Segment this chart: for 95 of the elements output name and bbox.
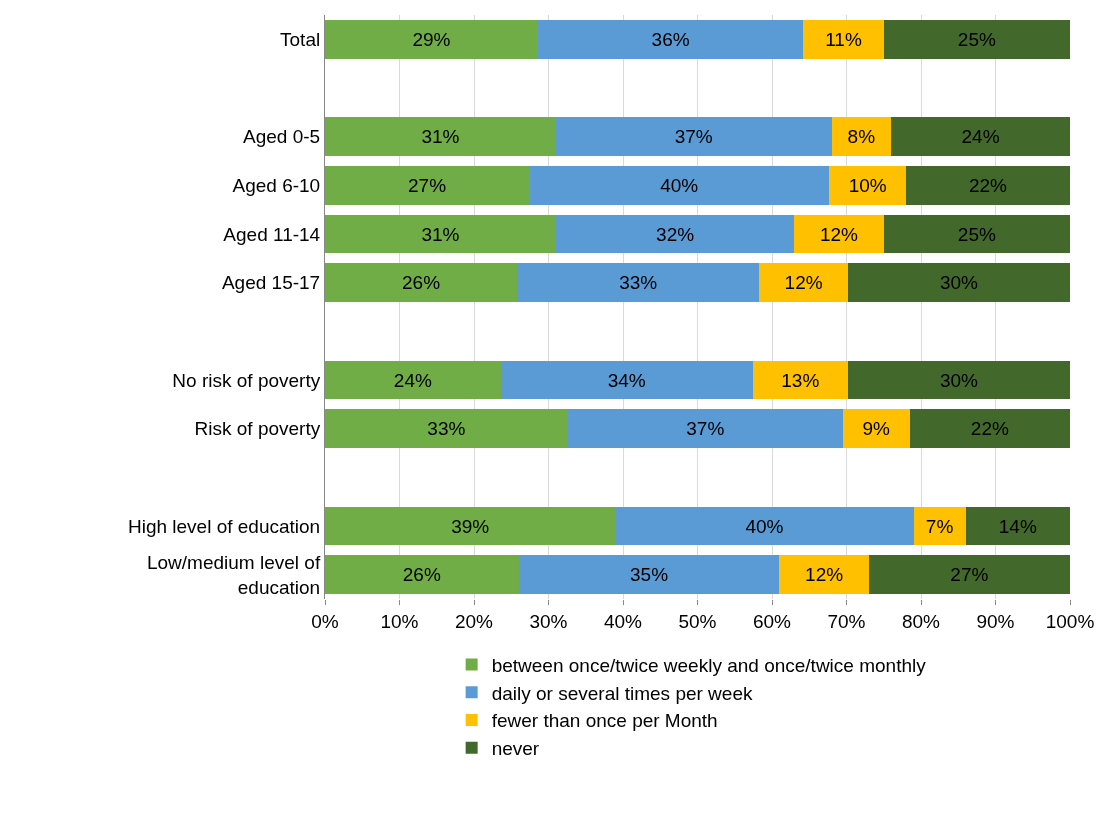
data-label: 22% [968,174,1008,196]
bar [325,360,501,400]
data-label: 24% [961,126,1000,148]
data-label: 34% [607,369,646,391]
bar [831,117,892,157]
x-tick-label: 40% [603,610,643,632]
data-label: 24% [393,369,432,391]
bar [842,409,910,449]
x-tick-label: 10% [380,610,419,632]
bar [965,506,1070,546]
bar [847,360,1070,400]
data-label: 13% [781,369,820,391]
data-label: 25% [957,223,996,245]
bar [518,555,780,595]
data-label: 12% [805,564,844,586]
data-label: 10% [848,174,887,196]
data-label: 30% [939,369,979,391]
y-tick-label: Aged 6-10 [232,174,321,196]
y-tick-label: Aged 0-5 [243,126,321,148]
bar [517,263,760,303]
data-label: 12% [784,272,823,294]
data-label: 40% [660,174,699,196]
data-label: 35% [630,564,669,586]
legend-label: never [491,738,540,760]
data-label: 32% [656,223,695,245]
data-label: 26% [402,564,441,586]
data-label: 11% [825,28,862,50]
bar [883,19,1070,59]
bar [567,409,843,449]
bar [325,555,519,595]
x-tick-label: 80% [901,610,941,632]
data-label: 31% [421,126,460,148]
bar [555,214,795,254]
data-label: 31% [421,223,460,245]
bar [325,19,539,59]
y-tick-label: Risk of poverty [194,418,321,440]
data-label: 14% [998,515,1037,537]
y-tick-label: Total [280,28,321,50]
data-label: 7% [925,515,954,537]
bar [779,555,869,595]
data-label: 27% [950,564,989,586]
legend-label: fewer than once per Month [491,710,718,732]
data-label: 9% [862,418,891,440]
y-tick-label: Aged 11-14 [223,223,321,245]
bar [847,263,1070,303]
bar [325,409,568,449]
x-tick-label: 100% [1045,610,1095,632]
data-label: 36% [651,28,690,50]
data-label: 33% [427,418,466,440]
data-label: 39% [451,515,490,537]
bar [829,165,907,205]
bar [615,506,914,546]
bar [906,165,1070,205]
x-tick-label: 70% [827,610,866,632]
bar [325,263,518,303]
bar [891,117,1070,157]
legend-label: daily or several times per week [491,682,753,704]
bar [883,214,1070,254]
bar [803,19,884,59]
x-tick-label: 50% [678,610,717,632]
x-tick-label: 30% [529,610,568,632]
bar [752,360,848,400]
data-label: 33% [619,272,658,294]
bar [794,214,884,254]
data-label: 37% [674,126,713,148]
bar [538,19,804,59]
bar [909,409,1070,449]
x-tick-label: 20% [454,610,494,632]
y-tick-label: Low/medium level of education [147,551,321,598]
data-label: 26% [402,272,441,294]
data-label: 27% [408,174,447,196]
data-label: 30% [939,272,979,294]
data-label: 12% [819,223,859,245]
data-label: 25% [957,28,996,50]
data-label: 8% [847,126,876,148]
bar [555,117,832,157]
bar [325,506,616,546]
data-label: 29% [412,28,451,50]
x-tick-label: 60% [752,610,792,632]
legend-label: between once/twice weekly and once/twice monthly [491,654,927,676]
data-label: 22% [970,418,1009,440]
bar [759,263,848,303]
y-tick-label: High level of education [127,515,321,537]
y-tick-label: Aged 15-17 [221,272,321,294]
bar [529,165,830,205]
bar [325,117,556,157]
bar [868,555,1070,595]
bar [500,360,753,400]
bar [325,214,556,254]
bar [325,165,530,205]
x-tick-label: 0% [311,610,339,632]
x-tick-label: 90% [976,610,1015,632]
data-label: 40% [745,515,784,537]
data-label: 37% [686,418,725,440]
y-tick-label: No risk of poverty [172,369,321,391]
